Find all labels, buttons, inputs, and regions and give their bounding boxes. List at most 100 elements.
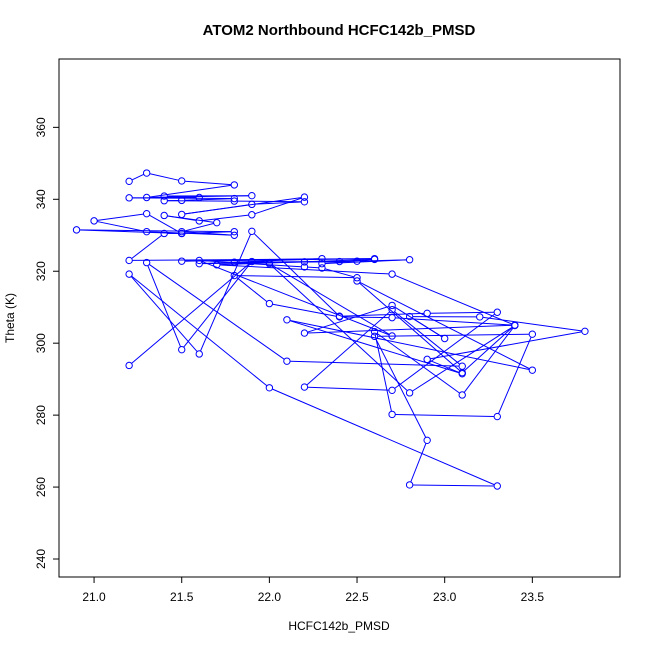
series-segment xyxy=(412,326,513,392)
series-segment xyxy=(185,198,231,201)
data-point xyxy=(370,327,379,336)
series-segment xyxy=(307,386,389,391)
data-point xyxy=(318,264,326,272)
data-point xyxy=(160,211,168,220)
series-segment xyxy=(237,275,354,279)
data-point xyxy=(581,327,589,336)
data-point xyxy=(528,330,537,338)
data-point xyxy=(142,258,151,267)
data-point xyxy=(230,258,239,266)
x-tick-label: 21.0 xyxy=(82,590,106,604)
series-segment xyxy=(359,282,530,370)
data-point xyxy=(370,332,379,341)
data-point xyxy=(248,211,256,219)
series-segment xyxy=(149,184,232,198)
data-point xyxy=(405,312,414,321)
series-segment xyxy=(359,282,460,371)
data-point xyxy=(300,263,309,271)
series-segment xyxy=(272,264,390,335)
data-point xyxy=(353,257,361,265)
data-point xyxy=(160,192,168,200)
data-point xyxy=(248,200,256,209)
data-point xyxy=(213,218,221,227)
data-point xyxy=(283,316,291,324)
y-axis: 240 260 280 300 320 340 360 xyxy=(34,117,59,569)
x-tick-label: 23.0 xyxy=(433,590,457,604)
series-segment xyxy=(167,215,214,223)
series-segment xyxy=(131,174,144,181)
data-point xyxy=(370,255,379,264)
data-point xyxy=(300,258,309,266)
series-segment xyxy=(183,263,251,348)
series-segment xyxy=(410,443,427,482)
series-segment xyxy=(375,339,427,438)
data-point xyxy=(160,197,168,205)
data-point xyxy=(125,177,133,186)
series-segment xyxy=(464,327,513,371)
y-tick-label: 300 xyxy=(34,333,48,353)
series-segment xyxy=(325,259,372,264)
series-segment xyxy=(254,197,302,215)
data-point xyxy=(335,257,344,266)
data-point xyxy=(300,329,309,337)
y-tick-label: 360 xyxy=(34,117,48,137)
data-point xyxy=(178,345,186,354)
series-segment xyxy=(202,214,249,221)
data-point xyxy=(125,361,133,370)
data-point xyxy=(405,481,414,489)
series-segment xyxy=(184,223,214,232)
data-point xyxy=(265,259,274,268)
series-segment xyxy=(97,213,144,221)
series-segment xyxy=(79,229,231,233)
series-segment xyxy=(149,173,179,181)
series-segment xyxy=(132,197,231,200)
data-point xyxy=(318,259,326,268)
data-point xyxy=(72,226,81,234)
series-segment xyxy=(149,264,285,360)
data-point xyxy=(353,277,361,285)
series-segment xyxy=(430,360,460,373)
series-segment xyxy=(272,388,495,486)
data-point xyxy=(388,332,396,340)
series-segment xyxy=(290,320,460,374)
x-tick-label: 23.5 xyxy=(521,590,545,604)
data-point xyxy=(300,193,309,201)
data-point xyxy=(458,362,466,370)
data-point xyxy=(388,301,396,310)
series-segment xyxy=(413,484,494,487)
data-point xyxy=(458,391,466,399)
data-point xyxy=(511,321,519,330)
data-point xyxy=(353,274,361,282)
data-point xyxy=(388,410,396,419)
chart-title: ATOM2 Northbound HCFC142b_PMSD xyxy=(203,22,476,39)
data-point xyxy=(388,313,396,322)
series-segment xyxy=(131,263,250,364)
series-segment xyxy=(200,234,251,352)
data-point xyxy=(493,412,501,421)
series-segment xyxy=(202,262,266,265)
data-point xyxy=(318,254,326,263)
series-segment xyxy=(394,311,460,365)
data-point xyxy=(388,270,396,278)
data-point xyxy=(423,309,431,318)
data-point xyxy=(178,210,186,219)
data-point xyxy=(195,217,203,225)
data-point xyxy=(423,355,431,364)
series-segment xyxy=(255,201,302,205)
data-point xyxy=(528,366,537,374)
y-tick-label: 260 xyxy=(34,477,48,497)
series-segment xyxy=(463,327,514,393)
data-point xyxy=(405,389,414,397)
data-point xyxy=(178,257,186,265)
y-tick-label: 280 xyxy=(34,405,48,425)
series-segment xyxy=(272,303,337,317)
y-tick-label: 240 xyxy=(34,549,48,569)
data-point xyxy=(388,306,396,314)
series-segment xyxy=(271,265,408,391)
x-axis: 21.0 21.5 22.0 22.5 23.0 23.5 xyxy=(82,577,544,604)
series-segment xyxy=(202,260,302,268)
series-segment xyxy=(395,413,494,417)
data-point xyxy=(213,261,221,269)
series-segment xyxy=(325,259,407,265)
